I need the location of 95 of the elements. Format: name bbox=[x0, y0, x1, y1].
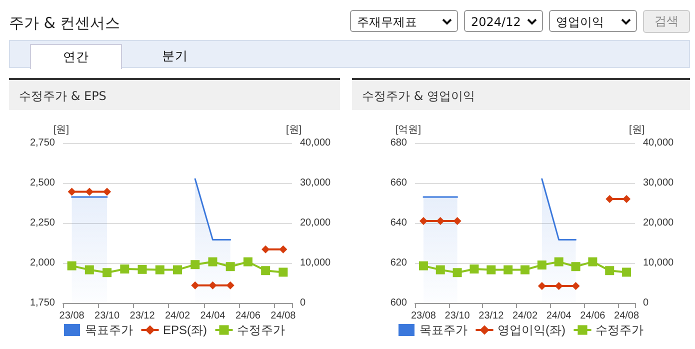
point bbox=[571, 262, 580, 272]
point bbox=[279, 245, 288, 254]
y2-tick-label: 20,000 bbox=[643, 218, 674, 228]
x-tick-label: 24/04 bbox=[546, 310, 572, 322]
y-tick-label: 2,000 bbox=[30, 258, 56, 268]
y-axis-title: [원] bbox=[53, 124, 70, 136]
x-tick-label: 24/06 bbox=[235, 310, 261, 322]
x-tick-label: 23/12 bbox=[130, 310, 156, 322]
x-tick-label: 24/08 bbox=[270, 310, 296, 322]
text: 연간 bbox=[30, 44, 122, 69]
y-tick-label: 660 bbox=[390, 178, 408, 188]
text: 영업이익 bbox=[556, 15, 604, 29]
text: 2024/12 bbox=[471, 15, 521, 29]
legend-label: 목표주가 bbox=[420, 323, 468, 337]
y2-tick-label: 10,000 bbox=[300, 258, 332, 268]
point bbox=[102, 268, 112, 278]
point bbox=[436, 217, 444, 225]
point bbox=[538, 282, 546, 290]
point bbox=[418, 261, 428, 270]
x-tick-label: 24/08 bbox=[614, 310, 640, 322]
y-tick-label: 2,250 bbox=[30, 218, 56, 228]
text: 검색 bbox=[643, 10, 690, 33]
point bbox=[520, 265, 530, 274]
point bbox=[261, 266, 270, 276]
y2-tick-label: 30,000 bbox=[300, 178, 332, 188]
point bbox=[486, 265, 496, 274]
y-tick-label: 620 bbox=[390, 258, 408, 268]
point bbox=[155, 265, 164, 274]
point bbox=[419, 217, 428, 225]
y2-axis-title: [원] bbox=[286, 124, 302, 136]
point bbox=[622, 268, 632, 277]
y2-tick-label: 20,000 bbox=[300, 218, 332, 228]
y2-tick-label: 10,000 bbox=[643, 258, 674, 268]
legend-label: 영업이익(좌) bbox=[498, 323, 566, 337]
point bbox=[173, 265, 182, 274]
point bbox=[84, 265, 94, 274]
point bbox=[470, 264, 479, 274]
point bbox=[191, 281, 200, 290]
y2-tick-label: 40,000 bbox=[300, 138, 332, 148]
text: 주가 & 컨센서스 bbox=[9, 14, 120, 33]
point bbox=[208, 281, 217, 290]
x-tick-label: 23/10 bbox=[94, 310, 120, 322]
y-tick-label: 640 bbox=[390, 218, 408, 228]
x-tick-label: 23/10 bbox=[444, 310, 470, 322]
point bbox=[67, 261, 76, 270]
point bbox=[138, 264, 147, 274]
point bbox=[453, 217, 462, 225]
text: 주재무제표 bbox=[357, 15, 417, 29]
y-tick-label: 2,500 bbox=[30, 178, 56, 188]
y-tick-label: 1,750 bbox=[30, 298, 56, 308]
point bbox=[504, 265, 513, 274]
x-tick-label: 23/12 bbox=[478, 310, 504, 322]
y2-tick-label: 0 bbox=[300, 298, 306, 308]
point bbox=[208, 257, 218, 266]
y2-tick-label: 30,000 bbox=[643, 178, 674, 188]
point bbox=[537, 260, 546, 270]
x-tick-label: 24/02 bbox=[164, 310, 190, 322]
chart-title: 수정주가 & 영업이익 bbox=[352, 78, 690, 110]
legend-label: 목표주가 bbox=[85, 323, 133, 337]
x-tick-label: 24/02 bbox=[512, 310, 538, 322]
y2-tick-label: 40,000 bbox=[643, 138, 674, 148]
point bbox=[85, 188, 94, 196]
point bbox=[436, 265, 445, 274]
point bbox=[605, 266, 614, 276]
text: 분기 bbox=[161, 47, 189, 65]
point bbox=[243, 257, 252, 266]
point bbox=[262, 245, 270, 254]
x-tick-label: 23/08 bbox=[410, 310, 436, 322]
point bbox=[103, 188, 112, 196]
point bbox=[554, 257, 564, 266]
point bbox=[120, 264, 130, 274]
y-tick-label: 2,750 bbox=[30, 138, 56, 148]
point bbox=[68, 188, 76, 196]
x-tick-label: 23/08 bbox=[59, 310, 85, 322]
point bbox=[278, 268, 288, 277]
chart-title: 수정주가 & EPS bbox=[9, 78, 340, 110]
point bbox=[226, 281, 234, 290]
y-tick-label: 600 bbox=[390, 298, 408, 308]
point bbox=[622, 195, 631, 203]
point bbox=[606, 195, 614, 203]
x-tick-label: 24/04 bbox=[200, 310, 226, 322]
point bbox=[588, 257, 598, 266]
y2-axis-title: [원] bbox=[629, 124, 645, 136]
point bbox=[190, 260, 200, 270]
point bbox=[452, 268, 462, 278]
y-axis-title: [억원] bbox=[395, 124, 422, 136]
legend-label: EPS(좌) bbox=[163, 323, 208, 337]
point bbox=[554, 282, 563, 290]
legend-label: 수정주가 bbox=[237, 323, 285, 337]
x-tick-label: 24/06 bbox=[580, 310, 606, 322]
point bbox=[226, 262, 235, 272]
point bbox=[572, 282, 580, 290]
legend-label: 수정주가 bbox=[595, 323, 644, 337]
y-tick-label: 680 bbox=[390, 138, 408, 148]
y2-tick-label: 0 bbox=[643, 298, 649, 308]
